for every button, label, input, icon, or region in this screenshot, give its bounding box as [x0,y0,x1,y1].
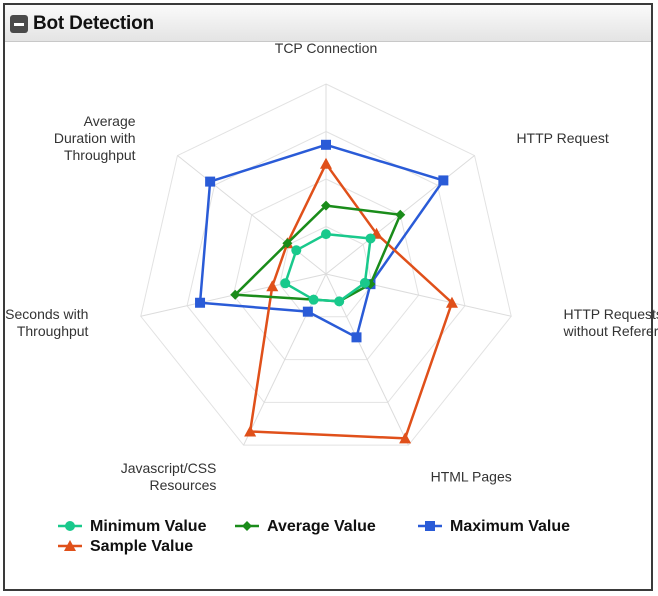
grid-ring-4 [140,83,512,446]
panel-header: Bot Detection [5,5,651,42]
point-avg-7 [282,238,293,249]
legend-marker-sample [64,540,76,551]
legend-item-avg: Average Value [235,518,376,535]
point-max-7 [205,176,216,187]
point-sample-3 [445,296,458,308]
axis-label-line: without Referer [563,323,658,339]
axis-label-2: HTTP Request [516,130,608,146]
legend-label-sample: Sample Value [90,538,193,555]
series-line-min [283,232,372,303]
legend-item-min: Minimum Value [58,518,207,535]
axis-label-line: TCP Connection [275,40,377,56]
point-min-7 [291,245,302,256]
series-line-max [198,143,446,340]
axis-label-7: Average Duration with Throughput [54,113,136,163]
series-line-sample [248,161,454,440]
grid-ring-1 [279,225,373,318]
point-sample-6 [266,280,279,292]
axis-label-4: HTML Pages [431,468,512,484]
point-min-6 [280,278,291,289]
legend-marker-avg [242,521,252,531]
axis-label-5: Javascript/CSS Resources [121,460,217,493]
grid-ring-2 [232,178,420,361]
axis-label-line: HTTP Requests [564,306,658,322]
point-sample-5 [244,425,257,437]
axis-label-line: Javascript/CSS [121,460,217,476]
point-min-2 [365,233,376,244]
series-max [195,139,449,343]
point-max-1 [321,139,331,150]
point-min-1 [321,229,331,240]
axis-spoke-3 [325,273,512,317]
point-max-2 [438,175,449,186]
grid-ring-3 [186,130,466,403]
axis-label-line: Seconds with [5,306,88,322]
point-avg-2 [395,209,406,220]
axis-label-line: Throughput [64,147,136,163]
series-line-avg [232,204,403,303]
point-max-6 [195,297,206,308]
axis-label-1: TCP Connection [275,40,377,56]
axis-label-line: Average [84,113,136,129]
legend-label-min: Minimum Value [90,518,207,535]
point-sample-4 [399,432,412,444]
point-avg-1 [321,200,331,211]
legend-item-sample: Sample Value [58,538,193,555]
legend-label-avg: Average Value [267,518,376,535]
point-max-4 [351,332,362,343]
collapse-icon[interactable] [10,15,28,33]
axis-label-3: HTTP Requests without Referer [563,306,658,339]
legend-label-max: Maximum Value [450,518,570,535]
point-sample-1 [320,157,332,169]
axis-label-line: Duration with [54,130,136,146]
point-min-3 [359,277,370,288]
bot-detection-panel: Bot Detection [3,3,653,591]
legend-marker-max [425,521,435,531]
axis-label-line: Resources [149,477,216,493]
axis-label-line: HTML Pages [431,468,512,484]
point-max-5 [302,306,313,317]
point-min-5 [308,294,319,305]
legend-marker-min [65,521,75,531]
series-min [280,229,376,307]
series-sample [244,157,458,444]
axis-label-line: Throughput [17,323,89,339]
axis-label-6: Seconds with Throughput [5,306,88,339]
point-min-4 [334,296,345,307]
legend-item-max: Maximum Value [418,518,570,535]
point-avg-6 [230,289,241,300]
axis-label-line: HTTP Request [516,130,608,146]
axis-spoke-7 [177,155,327,275]
panel-title: Bot Detection [33,13,154,34]
